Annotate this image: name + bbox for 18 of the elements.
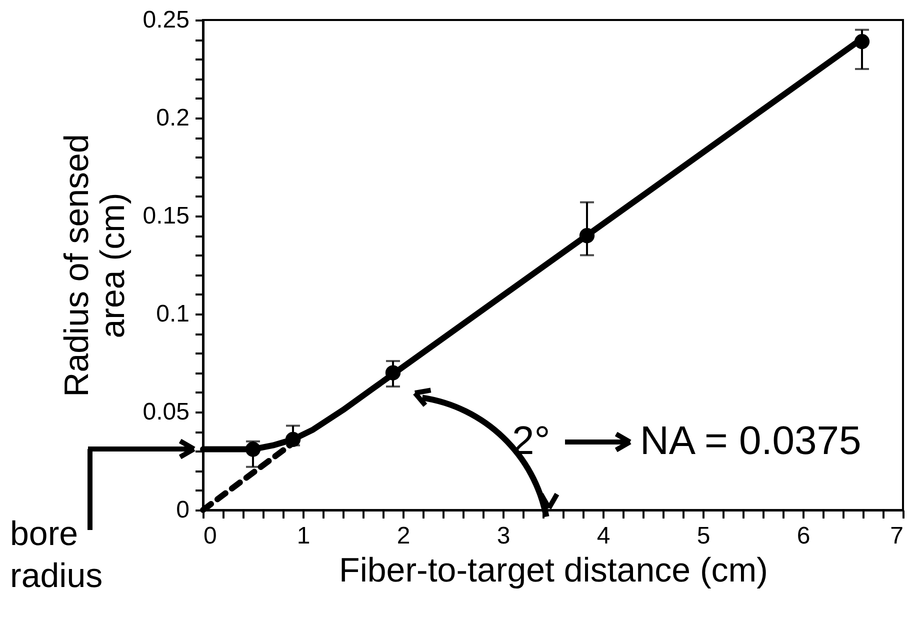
y-tick-label: 0.25	[142, 6, 190, 34]
y-tick-label: 0.05	[142, 398, 190, 426]
x-tick-label: 6	[796, 522, 810, 550]
x-axis-title: Fiber-to-target distance (cm)	[339, 552, 768, 590]
x-tick-label: 0	[204, 522, 217, 550]
x-tick-label: 1	[296, 522, 310, 550]
x-tick-label: 4	[596, 522, 610, 550]
x-tick-label: 2	[396, 522, 410, 550]
y-tick-label: 0	[176, 496, 190, 524]
x-tick-label: 5	[696, 522, 710, 550]
y-axis-title: Radius of sensed area (cm)	[58, 134, 132, 397]
x-tick-label: 7	[890, 522, 904, 550]
annotation: NA = 0.0375	[640, 419, 862, 463]
y-tick-label: 0.15	[142, 202, 190, 230]
y-tick-label: 0.1	[156, 300, 190, 328]
text: bore radius	[10, 515, 103, 595]
x-tick-label: 3	[496, 522, 510, 550]
y-tick-label: 0.2	[156, 104, 190, 132]
